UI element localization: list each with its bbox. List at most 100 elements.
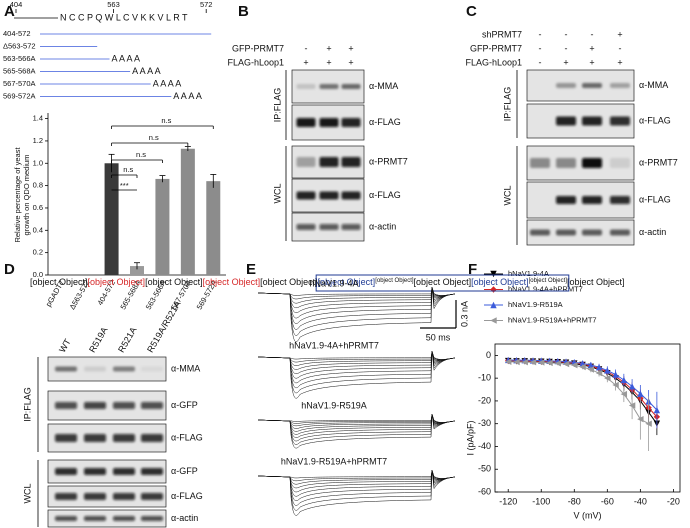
- y-axis-label: growth on QDO medium: [22, 155, 31, 236]
- x-tick-label: -60: [601, 496, 614, 506]
- antibody-label: α-PRMT7: [369, 156, 408, 166]
- mutation: A A A A: [153, 78, 182, 88]
- antibody-label: α-FLAG: [639, 115, 671, 125]
- band: [610, 229, 630, 236]
- marker: [637, 390, 644, 397]
- band: [141, 402, 163, 409]
- marker: [604, 374, 611, 382]
- band: [556, 158, 576, 168]
- bar: [206, 181, 221, 275]
- band: [610, 196, 630, 204]
- antibody-label: α-actin: [171, 513, 198, 523]
- current-trace: [257, 350, 456, 360]
- condition-label: FLAG-hLoop1: [465, 57, 522, 67]
- current-trace: [257, 413, 456, 424]
- current-trace: [257, 350, 456, 374]
- marker: [620, 376, 628, 384]
- antibody-label: α-MMA: [369, 81, 398, 91]
- condition-label: FLAG-hLoop1: [227, 57, 284, 67]
- x-tick-label: -100: [532, 496, 550, 506]
- current-trace: [257, 469, 456, 506]
- current-trace: [257, 286, 456, 324]
- antibody-label: α-MMA: [171, 363, 200, 373]
- y-tick-label: 0.6: [33, 203, 43, 212]
- marker: [490, 301, 497, 309]
- y-tick-label: 1.2: [33, 136, 43, 145]
- sequence-part: [object Object]: [260, 277, 318, 287]
- band: [141, 516, 163, 521]
- marker: [490, 317, 497, 324]
- marker: [612, 371, 619, 378]
- antibody-label: α-GFP: [171, 466, 198, 476]
- marker: [645, 420, 652, 427]
- band: [84, 402, 106, 409]
- band: [530, 158, 550, 168]
- band: [341, 118, 361, 127]
- current-trace: [257, 286, 456, 336]
- band: [582, 158, 602, 168]
- band: [556, 116, 576, 126]
- sequence-part: [object Object]: [567, 277, 625, 287]
- band: [530, 229, 550, 236]
- y-tick-label: -50: [478, 464, 491, 474]
- marker: [628, 383, 636, 390]
- group-label: WCL: [272, 184, 282, 204]
- legend-label: hNaV1.9-R519A+hPRMT7: [508, 315, 597, 324]
- band: [55, 468, 77, 475]
- band: [55, 434, 77, 442]
- condition-sign: -: [619, 43, 622, 53]
- band: [113, 402, 135, 409]
- current-trace: [257, 469, 456, 501]
- legend-label: hNaV1.9-4A: [508, 269, 549, 278]
- band: [84, 493, 106, 500]
- band: [556, 83, 576, 88]
- condition-sign: +: [617, 57, 622, 67]
- current-trace: [257, 413, 456, 445]
- band: [341, 224, 361, 230]
- marker: [490, 270, 497, 278]
- construct-name: 404-572: [3, 29, 31, 38]
- panel-label: B: [238, 3, 249, 20]
- marker: [587, 366, 595, 373]
- condition-sign: -: [591, 29, 594, 39]
- band: [610, 83, 630, 88]
- current-trace: [257, 469, 456, 497]
- y-tick-label: -30: [478, 418, 491, 428]
- band: [55, 402, 77, 409]
- sequence: N C C P Q W L C V K K V L R T: [60, 12, 188, 22]
- condition-sign: +: [589, 57, 594, 67]
- marker: [529, 359, 537, 366]
- legend-label: hNaV1.9-R519A: [508, 300, 563, 309]
- bar: [104, 163, 119, 275]
- antibody-label: α-actin: [639, 227, 666, 237]
- band: [84, 366, 106, 372]
- scale-time: 50 ms: [426, 332, 451, 342]
- y-tick-label: -60: [478, 486, 491, 496]
- antibody-label: α-FLAG: [369, 117, 401, 127]
- sequence-part: [object Object]: [30, 277, 88, 287]
- panel-label: C: [466, 3, 477, 20]
- band: [84, 516, 106, 521]
- sequence-part: [object Object]: [145, 277, 203, 287]
- band: [296, 84, 316, 89]
- current-trace: [257, 350, 456, 363]
- x-tick-label: -40: [634, 496, 647, 506]
- current-trace: [257, 350, 456, 389]
- current-trace: [257, 286, 456, 304]
- band: [582, 116, 602, 126]
- band: [341, 157, 361, 167]
- marker: [571, 361, 578, 369]
- marker: [628, 402, 636, 409]
- y-tick-label: -40: [478, 441, 491, 451]
- significance: ***: [120, 181, 129, 190]
- antibody-label: α-MMA: [639, 80, 668, 90]
- group-label: WCL: [502, 186, 512, 206]
- condition-sign: +: [589, 43, 594, 53]
- marker: [595, 369, 603, 377]
- group-label: IP:FLAG: [502, 87, 512, 122]
- band: [319, 118, 339, 127]
- condition-sign: -: [539, 43, 542, 53]
- legend-label: hNaV1.9-4A+hPRMT7: [508, 284, 583, 293]
- sequence-part: [object Object]: [203, 277, 261, 287]
